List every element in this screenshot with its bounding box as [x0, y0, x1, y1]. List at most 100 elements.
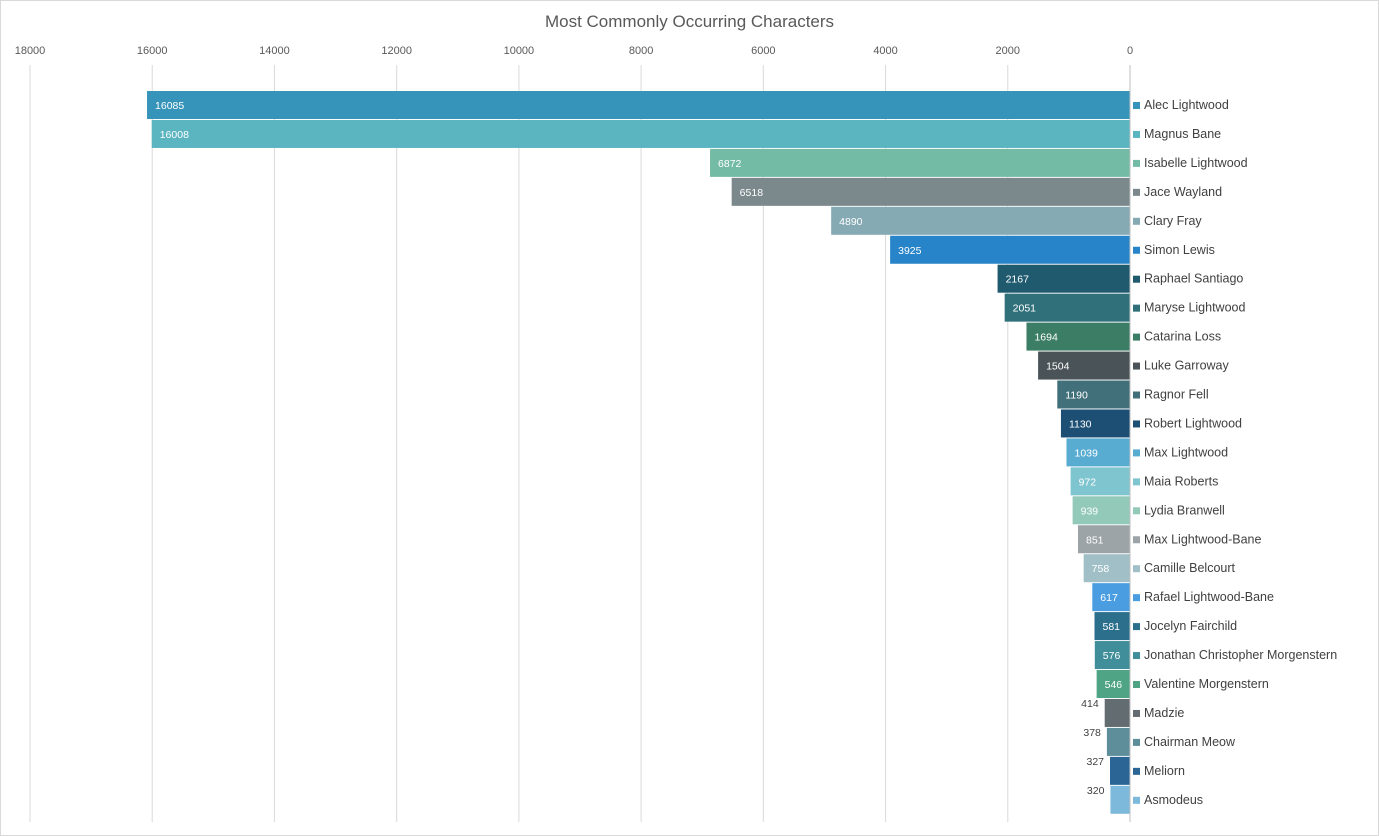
legend-swatch [1133, 738, 1140, 746]
data-label: 851 [1086, 534, 1104, 546]
category-label: Ragnor Fell [1144, 388, 1209, 402]
legend-swatch [1133, 246, 1140, 254]
bar [1110, 756, 1130, 785]
bar [1092, 583, 1130, 612]
bar [890, 235, 1130, 264]
data-label: 1694 [1034, 332, 1058, 344]
data-label: 581 [1102, 621, 1120, 633]
data-label: 1190 [1065, 390, 1088, 402]
bar [731, 177, 1130, 206]
legend-swatch [1133, 420, 1140, 428]
legend-swatch [1133, 275, 1140, 283]
bar [1060, 409, 1130, 438]
legend-swatch [1133, 594, 1140, 602]
data-label: 16085 [155, 100, 184, 112]
x-tick-label: 0 [1127, 45, 1133, 57]
data-label: 939 [1081, 505, 1099, 517]
x-tick-label: 8000 [629, 45, 653, 57]
bar [1094, 612, 1130, 641]
data-label: 972 [1079, 476, 1097, 488]
category-label: Chairman Meow [1144, 735, 1236, 749]
bar [1106, 727, 1130, 756]
category-label: Lydia Branwell [1144, 503, 1225, 517]
legend-swatch [1133, 565, 1140, 573]
x-tick-label: 16000 [137, 45, 168, 57]
category-label: Camille Belcourt [1144, 561, 1236, 575]
legend-swatch [1133, 304, 1140, 312]
legend-swatch [1133, 796, 1140, 804]
category-label: Meliorn [1144, 764, 1185, 778]
legend-swatch [1133, 362, 1140, 370]
bar [1026, 322, 1130, 351]
category-label: Jace Wayland [1144, 185, 1222, 199]
data-label: 3925 [898, 245, 922, 257]
data-label: 617 [1100, 592, 1118, 604]
bar [1004, 293, 1130, 322]
legend-swatch [1133, 102, 1140, 109]
data-label: 6518 [740, 187, 764, 199]
data-label: 327 [1086, 756, 1104, 768]
data-label: 1130 [1069, 418, 1092, 430]
legend-swatch [1133, 767, 1140, 775]
bar [1104, 698, 1130, 727]
x-tick-label: 14000 [259, 45, 290, 57]
category-label: Rafael Lightwood-Bane [1144, 590, 1274, 604]
data-label: 2167 [1006, 274, 1030, 286]
category-label: Raphael Santiago [1144, 272, 1243, 286]
data-label: 546 [1105, 679, 1123, 691]
bar [1070, 467, 1130, 496]
x-tick-label: 6000 [751, 45, 775, 57]
x-tick-label: 18000 [15, 45, 46, 57]
x-tick-label: 2000 [996, 45, 1020, 57]
category-label: Isabelle Lightwood [1144, 156, 1248, 170]
bar [1038, 351, 1130, 380]
bar [1083, 554, 1130, 583]
bar [1057, 380, 1130, 409]
data-label: 758 [1092, 563, 1110, 575]
x-tick-label: 4000 [873, 45, 897, 57]
chart-title: Most Commonly Occurring Characters [544, 12, 835, 31]
category-label: Maia Roberts [1144, 474, 1218, 488]
legend-swatch [1133, 478, 1140, 486]
data-label: 2051 [1013, 303, 1037, 315]
category-label: Magnus Bane [1144, 127, 1221, 141]
data-label: 378 [1083, 727, 1101, 739]
legend-swatch [1133, 652, 1140, 660]
data-label: 1504 [1046, 361, 1070, 373]
category-label: Max Lightwood-Bane [1144, 532, 1261, 546]
legend-swatch [1133, 709, 1140, 717]
bar [997, 264, 1130, 293]
legend-swatch [1133, 333, 1140, 341]
data-label: 414 [1081, 698, 1099, 710]
bar [710, 148, 1130, 177]
data-label: 1039 [1075, 447, 1099, 459]
category-label: Jocelyn Fairchild [1144, 619, 1237, 633]
category-label: Alec Lightwood [1144, 98, 1229, 112]
category-label: Catarina Loss [1144, 330, 1221, 344]
bar [1066, 438, 1130, 467]
category-label: Robert Lightwood [1144, 416, 1242, 430]
data-label: 4890 [839, 216, 863, 228]
category-label: Luke Garroway [1144, 359, 1230, 373]
category-label: Asmodeus [1144, 793, 1203, 807]
data-label: 16008 [160, 129, 189, 141]
legend-swatch [1133, 449, 1140, 457]
legend-swatch [1133, 623, 1140, 631]
bar [1096, 670, 1130, 698]
legend-swatch [1133, 681, 1140, 688]
category-label: Jonathan Christopher Morgenstern [1144, 648, 1337, 662]
bar [147, 91, 1130, 119]
category-label: Madzie [1144, 706, 1184, 720]
category-label: Clary Fray [1144, 214, 1202, 228]
category-label: Valentine Morgenstern [1144, 677, 1269, 691]
legend-swatch [1133, 536, 1140, 544]
data-label: 6872 [718, 158, 742, 170]
bar [151, 119, 1130, 148]
x-tick-label: 12000 [381, 45, 412, 57]
bar [831, 206, 1130, 235]
x-tick-label: 10000 [504, 45, 535, 57]
bar [1094, 641, 1130, 670]
legend-swatch [1133, 188, 1140, 196]
bar [1077, 525, 1130, 554]
